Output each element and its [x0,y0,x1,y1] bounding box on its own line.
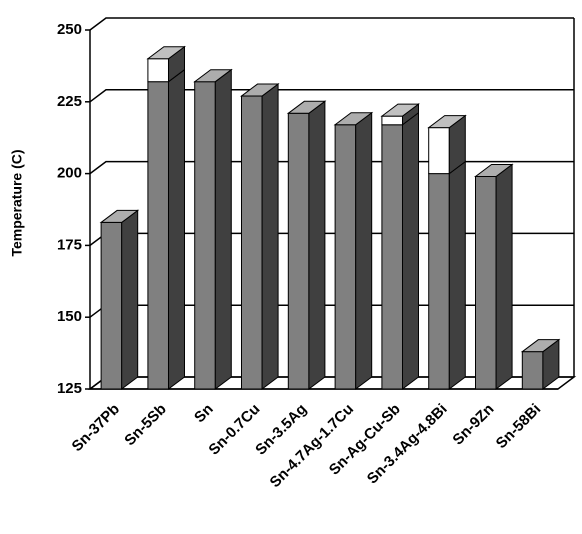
grid-line [89,89,574,103]
y-tick-label: 175 [57,236,82,253]
bar-top [474,163,514,177]
y-axis-label: Temperature (C) [9,149,25,256]
grid-line [89,17,574,31]
bar [100,221,123,390]
bar-side [401,111,419,390]
bar [381,115,403,126]
bar-top [240,83,280,97]
y-tick-label: 250 [57,21,82,38]
y-tick-label: 225 [57,93,82,110]
bar-top [286,100,327,114]
bar-side [121,209,139,390]
y-tick-label: 200 [57,165,82,182]
bar [147,81,169,390]
bar [381,124,403,390]
bar [334,124,357,390]
bar-side [355,111,373,390]
bar-side [261,83,279,390]
bar [241,95,263,390]
bar-top [380,103,420,117]
bar-side [308,100,326,390]
y-tick-label: 125 [57,380,82,397]
bar [428,173,450,390]
bar [287,112,310,390]
bar [194,81,216,390]
bar-top [99,209,140,223]
bar-top [427,115,467,129]
bar [428,127,450,175]
bar-side [214,68,232,390]
bar [147,58,169,83]
bar-top [193,69,233,83]
bar [521,351,544,390]
y-tick-label: 150 [57,308,82,325]
bar-side [167,68,185,390]
bar-top [333,112,374,126]
bar [475,175,497,390]
bar-side [448,160,466,390]
bar-top [146,46,186,60]
bar-side [495,163,513,390]
bar-top [520,339,561,353]
